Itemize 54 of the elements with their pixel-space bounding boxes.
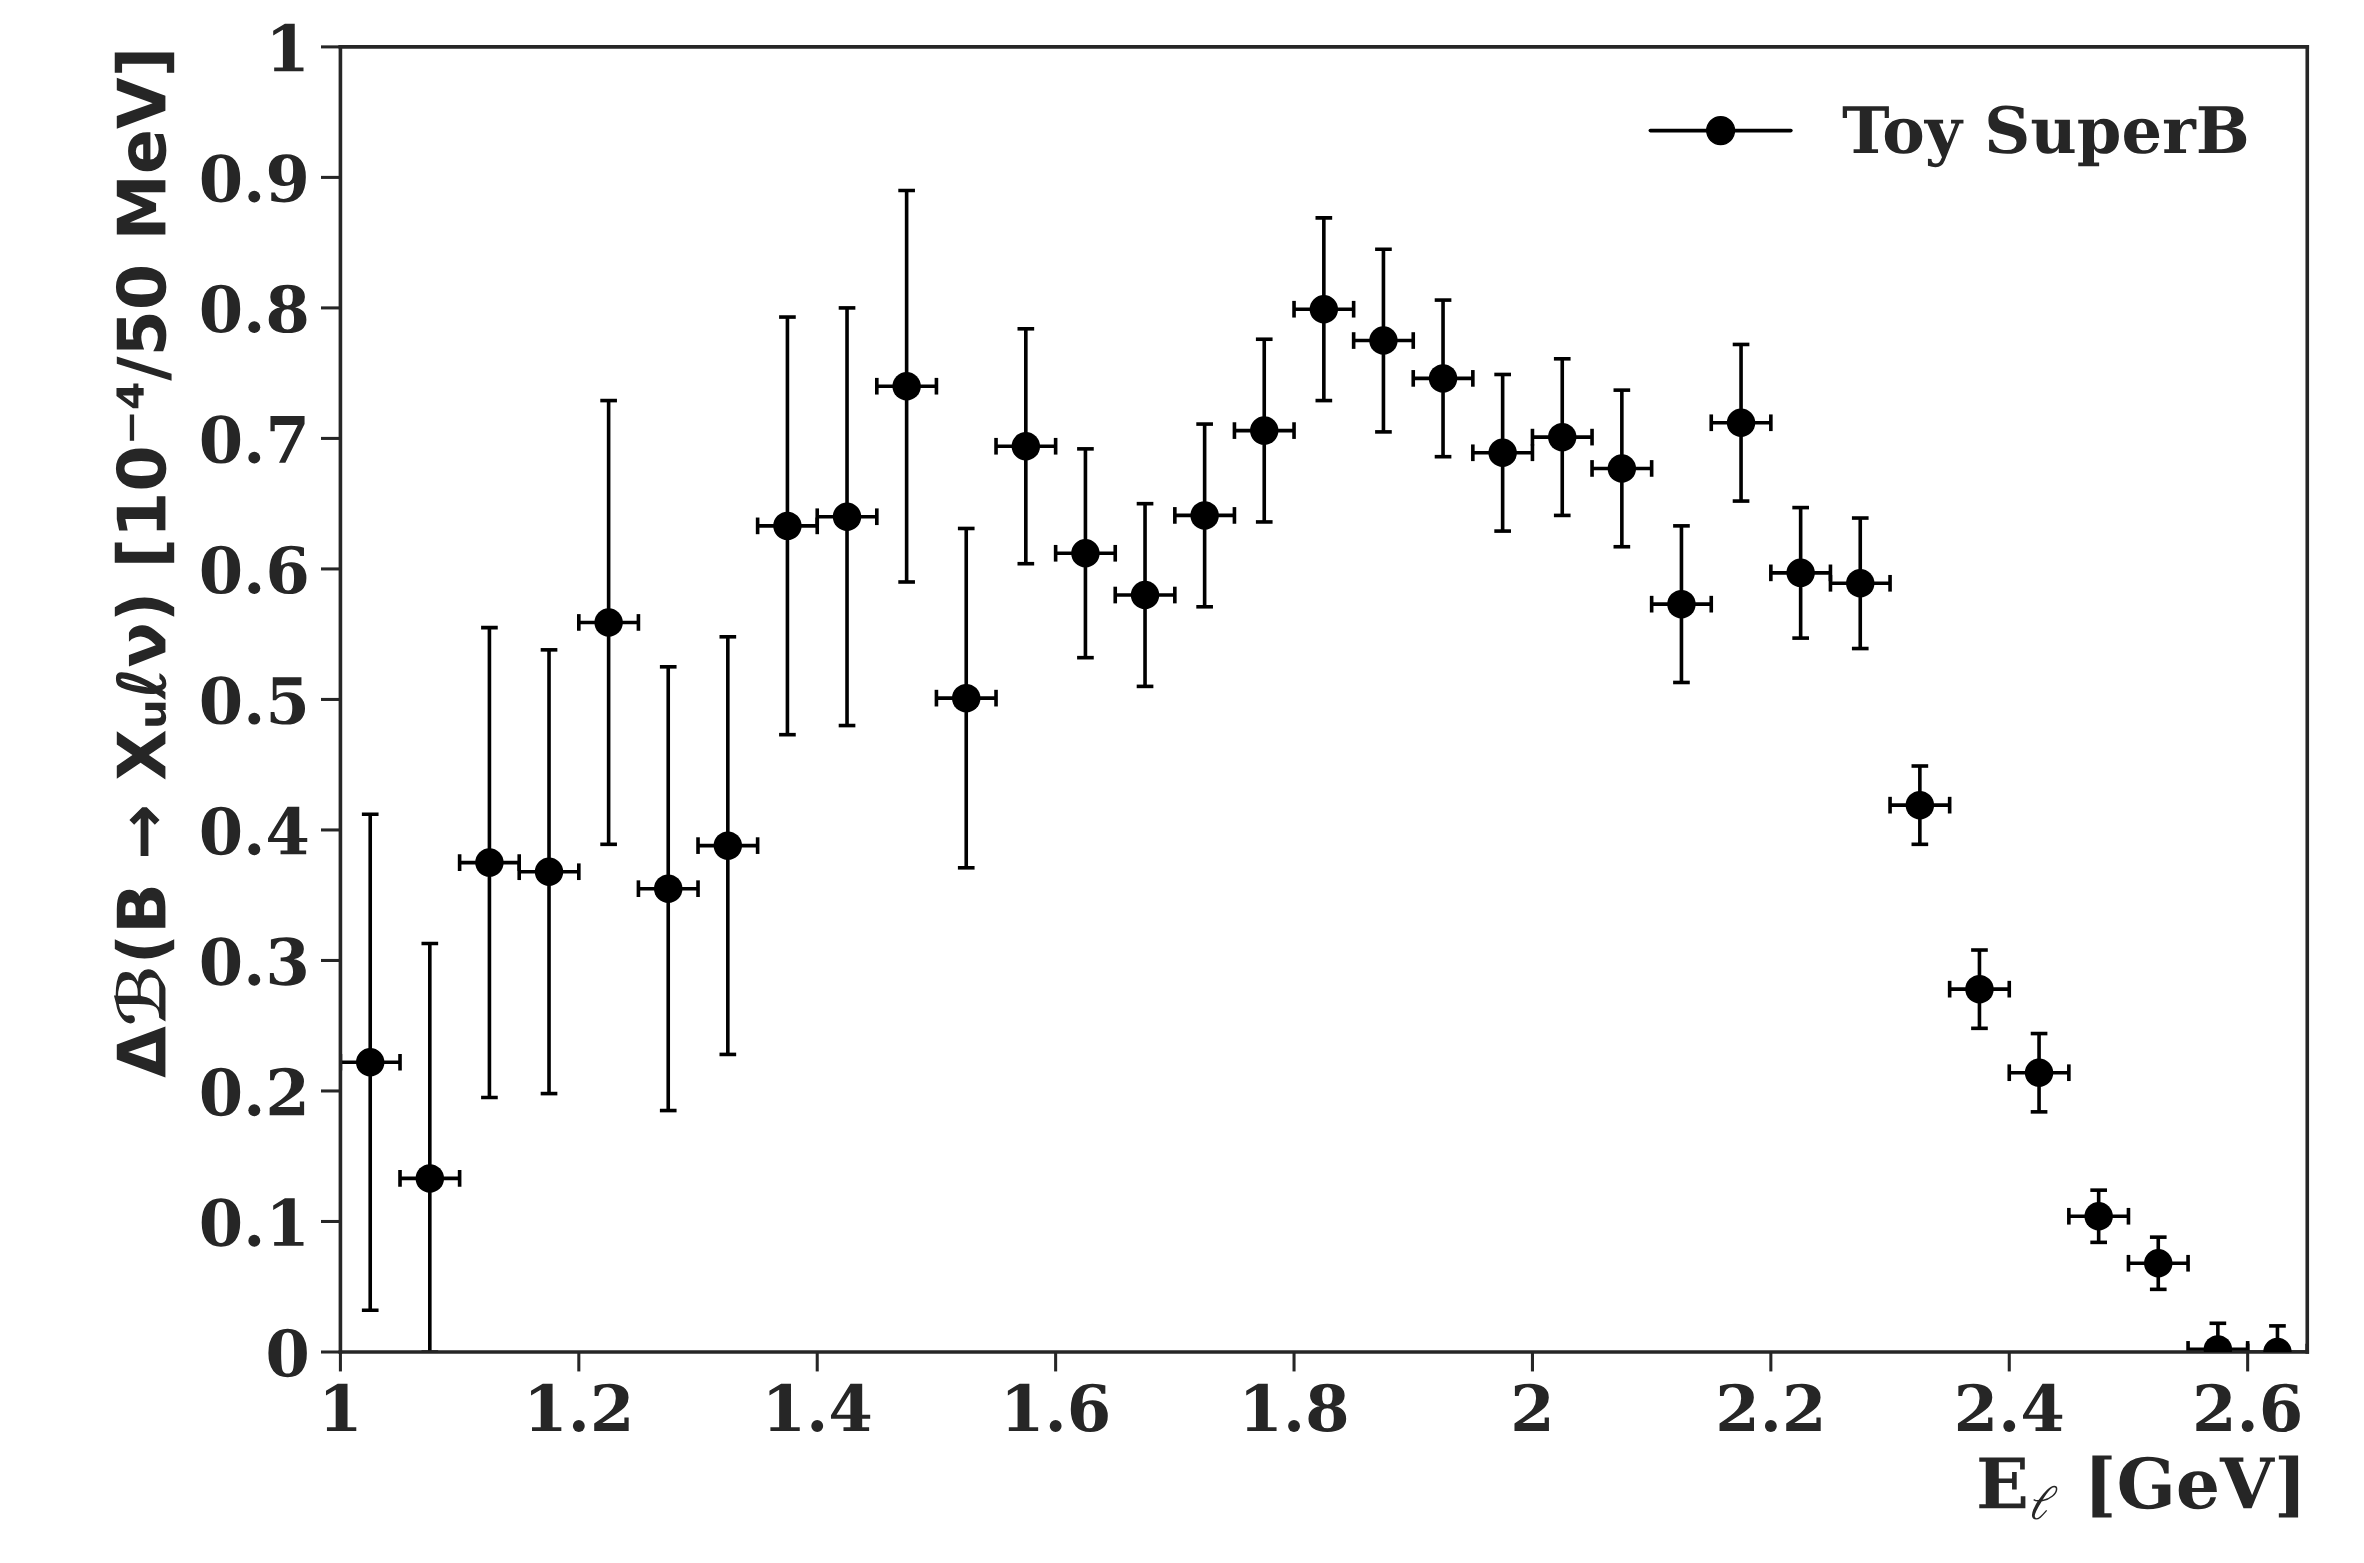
- legend-label: Toy SuperB: [1842, 105, 2247, 168]
- point: [355, 1048, 385, 1077]
- point: [892, 371, 921, 401]
- point: [1130, 580, 1160, 610]
- x-tick-label: 2.4: [1957, 1383, 2063, 1432]
- point: [415, 1164, 445, 1193]
- x-tick-label: 1.6: [1007, 1383, 1108, 1432]
- point: [2144, 1249, 2173, 1278]
- point: [653, 874, 683, 903]
- point: [2084, 1202, 2113, 1231]
- point: [534, 857, 564, 886]
- y-tick-label: 1: [273, 23, 304, 72]
- point: [475, 848, 504, 877]
- y-tick-label: 0.9: [201, 154, 306, 203]
- point: [773, 511, 802, 541]
- point: [1250, 416, 1279, 445]
- point: [1488, 438, 1517, 468]
- y-tick-label: 0: [268, 1328, 307, 1378]
- y-tick-label: 0.4: [201, 806, 308, 856]
- x-tick-label: 2.6: [2196, 1383, 2300, 1432]
- x-tick-label: 1.8: [1246, 1383, 1347, 1432]
- x-axis-title: E$_{ℓ}$ [GeV]: [1979, 1455, 2299, 1520]
- point: [594, 608, 623, 637]
- point: [952, 683, 981, 713]
- point: [1428, 364, 1458, 393]
- y-tick-label: 0.5: [201, 676, 306, 725]
- x-tick-label: 2.2: [1719, 1383, 1821, 1432]
- point: [1846, 569, 1875, 598]
- y-tick-label: 0.1: [201, 1198, 304, 1247]
- point: [1071, 539, 1100, 568]
- point: [1726, 408, 1756, 437]
- point: [1965, 974, 1994, 1004]
- point: [1786, 558, 1815, 588]
- point: [2024, 1058, 2054, 1087]
- y-tick-label: 0.8: [201, 284, 307, 334]
- x-tick-label: 1: [325, 1383, 357, 1432]
- point: [1309, 294, 1339, 324]
- point: [713, 831, 743, 860]
- point: [1667, 589, 1696, 619]
- y-tick-label: 0.6: [201, 545, 307, 595]
- y-tick-label: 0.3: [201, 937, 306, 986]
- y-tick-label: 0.7: [201, 415, 305, 464]
- y-axis-title: Δℬ(B → Xᵤℓν) [10⁻⁴/50 MeV]: [113, 52, 175, 1078]
- point: [1190, 501, 1219, 530]
- point: [1905, 790, 1935, 820]
- y-tick-label: 0.2: [201, 1067, 305, 1117]
- x-tick-label: 2: [1514, 1383, 1549, 1432]
- point: [1011, 432, 1041, 461]
- point: [1369, 326, 1398, 355]
- x-tick-label: 1.4: [769, 1383, 871, 1432]
- point: [1607, 454, 1637, 483]
- point: [1548, 422, 1577, 452]
- x-tick-label: 1.2: [531, 1383, 629, 1432]
- point: [832, 502, 862, 531]
